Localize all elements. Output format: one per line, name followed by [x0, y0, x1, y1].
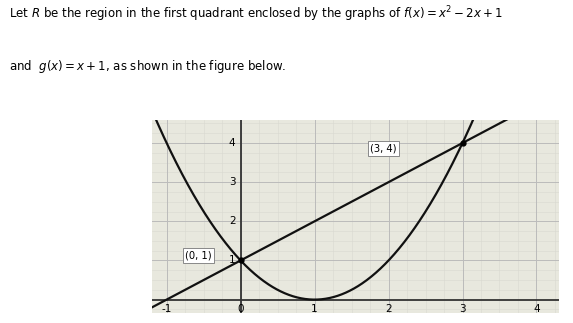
Text: and  $g(x) = x + 1$, as shown in the figure below.: and $g(x) = x + 1$, as shown in the figu… [9, 58, 286, 75]
Text: 4: 4 [533, 304, 540, 314]
Text: 2: 2 [385, 304, 392, 314]
Text: Let $R$ be the region in the first quadrant enclosed by the graphs of $f(x) = x^: Let $R$ be the region in the first quadr… [9, 5, 503, 25]
Text: 2: 2 [229, 216, 236, 226]
Text: 0: 0 [237, 304, 244, 314]
Text: 3: 3 [459, 304, 466, 314]
Text: (3, 4): (3, 4) [370, 144, 397, 154]
Text: 1: 1 [311, 304, 318, 314]
Text: (0, 1): (0, 1) [185, 251, 212, 260]
Text: 4: 4 [229, 138, 236, 148]
Text: 1: 1 [229, 255, 236, 266]
Text: -1: -1 [162, 304, 172, 314]
Text: 3: 3 [229, 177, 236, 187]
